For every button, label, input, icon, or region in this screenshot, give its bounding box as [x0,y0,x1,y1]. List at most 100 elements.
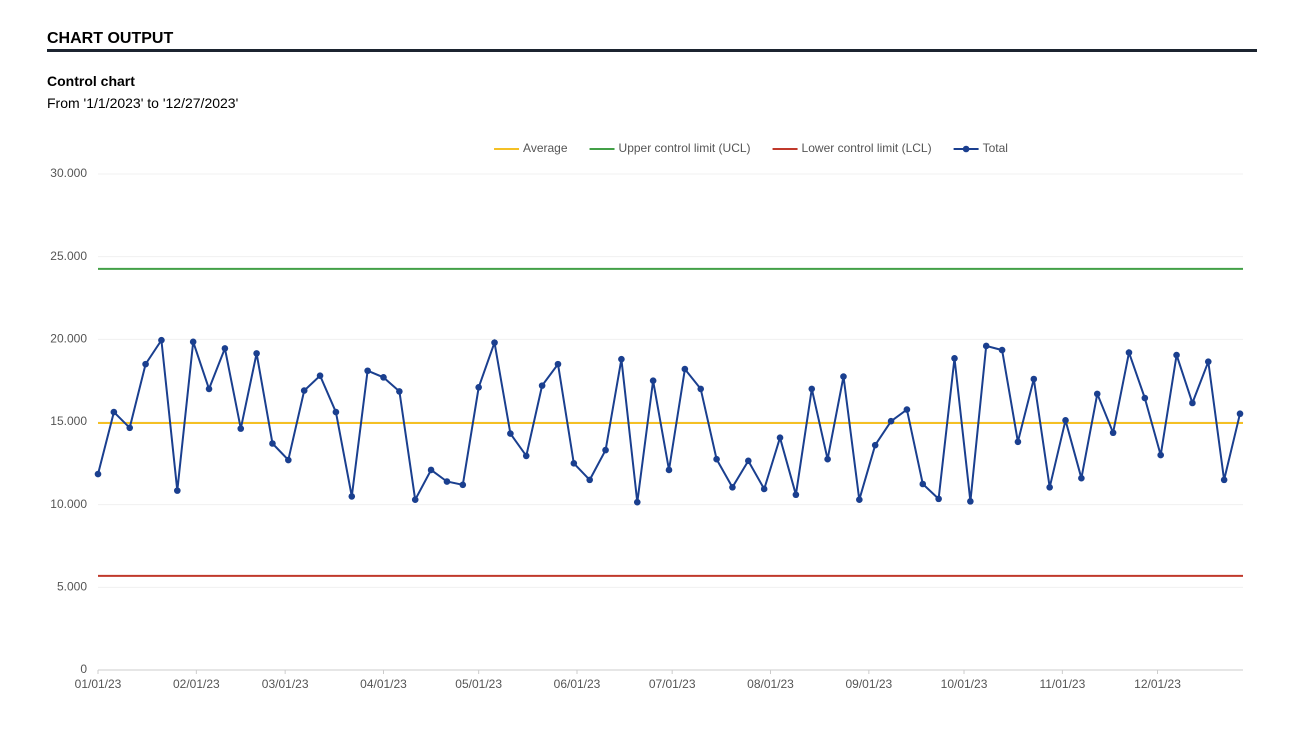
data-point [745,457,752,465]
data-point [570,460,578,467]
x-tick-label: 07/01/23 [649,677,696,691]
y-tick-label: 10.000 [50,497,87,511]
data-point [856,496,863,504]
data-point [253,350,260,357]
data-point [1030,375,1038,383]
x-tick-label: 05/01/23 [455,677,502,691]
data-point [649,377,657,384]
data-point [285,456,292,464]
data-point [332,408,340,416]
data-point [316,372,324,380]
data-point [538,382,546,389]
data-point [364,367,371,375]
data-point [396,388,403,395]
data-point [776,434,784,442]
data-point [919,480,927,488]
x-tick-label: 10/01/23 [941,677,988,691]
data-point [189,338,197,346]
x-tick-label: 04/01/23 [360,677,407,691]
x-tick-label: 12/01/23 [1134,677,1181,691]
data-point [1125,349,1133,356]
legend: Average Upper control limit (UCL) Lower co… [494,141,1008,155]
y-tick-label: 25.000 [50,249,87,263]
data-point [840,373,847,380]
data-point [1220,476,1228,484]
data-point [1157,451,1164,459]
x-tick-label: 06/01/23 [554,677,601,691]
data-point [142,360,149,368]
data-point [1078,474,1085,482]
legend-label: Upper control limit (UCL) [619,141,751,155]
data-point [158,336,165,344]
data-point [697,385,705,393]
y-tick-label: 15.000 [50,414,87,428]
data-point [1062,417,1069,424]
data-point [887,417,895,425]
data-point [760,485,768,493]
data-point [348,493,356,500]
data-point [237,425,245,432]
y-tick-label: 30.000 [50,166,87,180]
legend-marker [962,145,970,153]
data-point [1093,390,1101,398]
x-tick-label: 11/01/23 [1039,677,1085,691]
data-point [427,466,435,474]
data-point [475,383,482,391]
x-tick-label: 02/01/23 [173,677,220,691]
data-point [522,452,530,460]
data-point [903,406,911,413]
legend-label: Lower control limit (LCL) [802,141,932,155]
data-point [1014,438,1022,446]
data-point [998,346,1006,354]
data-point [1046,484,1053,491]
y-tick-label: 0 [80,662,87,676]
data-point [824,455,831,463]
legend-label: Total [983,141,1008,155]
data-point [618,355,625,363]
x-tick-label: 09/01/23 [845,677,892,691]
data-point [1141,394,1149,402]
data-point [808,385,816,393]
data-point [586,476,593,484]
data-point [443,478,451,485]
x-tick-label: 08/01/23 [747,677,794,691]
y-tick-label: 5.000 [57,580,87,594]
data-point [507,430,514,437]
data-point [221,345,229,352]
data-point [792,491,800,499]
data-point [665,466,673,474]
data-point [1109,429,1117,437]
data-point [126,424,134,432]
data-point [982,342,990,350]
data-point [967,498,974,505]
data-point [633,498,641,506]
data-point [205,385,213,393]
legend-label: Average [523,141,568,155]
data-point [935,495,942,503]
data-point [554,360,562,368]
x-tick-label: 03/01/23 [262,677,309,691]
data-point [94,470,102,478]
data-point [1204,358,1212,365]
data-point [1236,410,1244,418]
data-point [951,355,958,362]
data-point [380,374,387,381]
data-point [602,446,609,454]
section-title: CHART OUTPUT [47,30,1257,52]
data-point [174,487,181,494]
data-point [300,387,308,394]
chart-subtitle: From '1/1/2023' to '12/27/2023' [47,95,239,111]
data-point [713,455,720,463]
data-point [1189,399,1196,407]
data-point [411,496,419,504]
data-point [681,365,689,373]
data-point [110,408,118,416]
data-point [1173,351,1180,359]
y-tick-label: 20.000 [50,332,87,346]
data-point [491,339,498,346]
data-point [269,440,276,447]
data-point [459,481,467,489]
chart-title: Control chart [47,73,135,89]
